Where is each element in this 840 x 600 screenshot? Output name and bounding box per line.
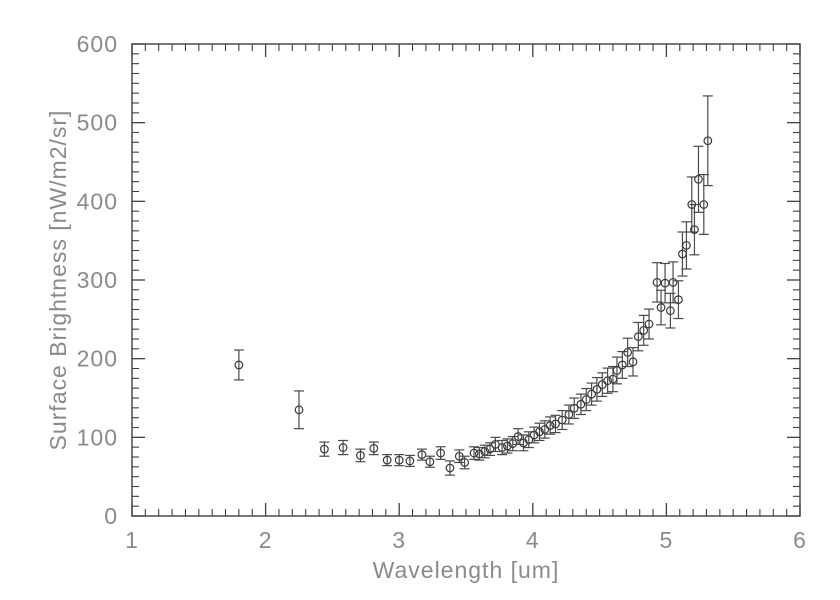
- data-point-marker: [612, 366, 622, 375]
- data-point-marker: [417, 450, 427, 460]
- data-point-marker: [524, 435, 534, 445]
- data-point-marker: [603, 376, 613, 386]
- data-point-marker: [564, 410, 574, 419]
- data-point-marker: [557, 415, 567, 425]
- data-point-marker: [682, 240, 691, 250]
- data-point-marker: [576, 399, 586, 409]
- data-point-marker: [294, 405, 304, 415]
- data-point-marker: [666, 306, 675, 316]
- data-point-marker: [639, 325, 649, 335]
- data-point-marker: [338, 443, 348, 452]
- y-tick-label: 0: [104, 503, 118, 529]
- y-tick-label: 100: [77, 424, 118, 450]
- data-point-marker: [356, 451, 365, 460]
- data-point-marker: [674, 295, 683, 305]
- x-tick-label: 4: [526, 527, 540, 553]
- x-axis-title: Wavelength [um]: [373, 557, 560, 583]
- data-point-marker: [699, 200, 709, 209]
- data-point-marker: [469, 448, 479, 458]
- data-point-marker: [628, 357, 638, 367]
- data-point-marker: [644, 319, 654, 329]
- data-point-marker: [535, 427, 544, 437]
- data-point-marker: [513, 432, 523, 441]
- data-point-marker: [503, 441, 512, 451]
- data-point-marker: [382, 455, 392, 465]
- data-point-marker: [668, 277, 678, 287]
- data-point-marker: [485, 444, 495, 454]
- y-tick-label: 600: [77, 31, 118, 57]
- y-tick-label: 500: [77, 110, 118, 136]
- data-point-marker: [569, 403, 579, 413]
- x-tick-label: 5: [660, 527, 674, 553]
- data-point-marker: [436, 448, 446, 458]
- data-point-marker: [425, 457, 435, 467]
- y-axis-title: Surface Brightness [nW/m2/sr]: [45, 110, 71, 451]
- data-point-marker: [508, 439, 518, 449]
- data-point-marker: [592, 384, 602, 394]
- data-point-marker: [587, 389, 596, 399]
- data-point-marker: [460, 458, 470, 467]
- data-point-marker: [656, 303, 666, 312]
- y-tick-label: 400: [77, 188, 118, 214]
- data-point-marker: [474, 449, 484, 459]
- data-point-marker: [234, 360, 244, 370]
- data-point-marker: [445, 463, 455, 473]
- data-point-marker: [405, 456, 415, 466]
- x-tick-label: 6: [793, 527, 807, 553]
- x-tick-label: 2: [259, 527, 273, 553]
- data-point-marker: [545, 421, 555, 430]
- data-point-marker: [581, 395, 591, 404]
- data-point-marker: [497, 443, 507, 452]
- data-point-marker: [369, 443, 379, 453]
- data-point-marker: [394, 455, 404, 465]
- data-point-marker: [703, 136, 713, 146]
- data-point-marker: [551, 419, 560, 429]
- x-tick-label: 3: [392, 527, 406, 553]
- data-point-marker: [690, 225, 699, 235]
- data-point-marker: [633, 332, 643, 342]
- data-point-marker: [480, 447, 490, 456]
- y-tick-label: 300: [77, 267, 118, 293]
- data-point-marker: [623, 347, 633, 357]
- x-tick-label: 1: [125, 527, 139, 553]
- y-tick-label: 200: [77, 346, 118, 372]
- data-point-marker: [694, 174, 703, 184]
- data-point-marker: [617, 360, 627, 370]
- data-point-marker: [319, 444, 329, 454]
